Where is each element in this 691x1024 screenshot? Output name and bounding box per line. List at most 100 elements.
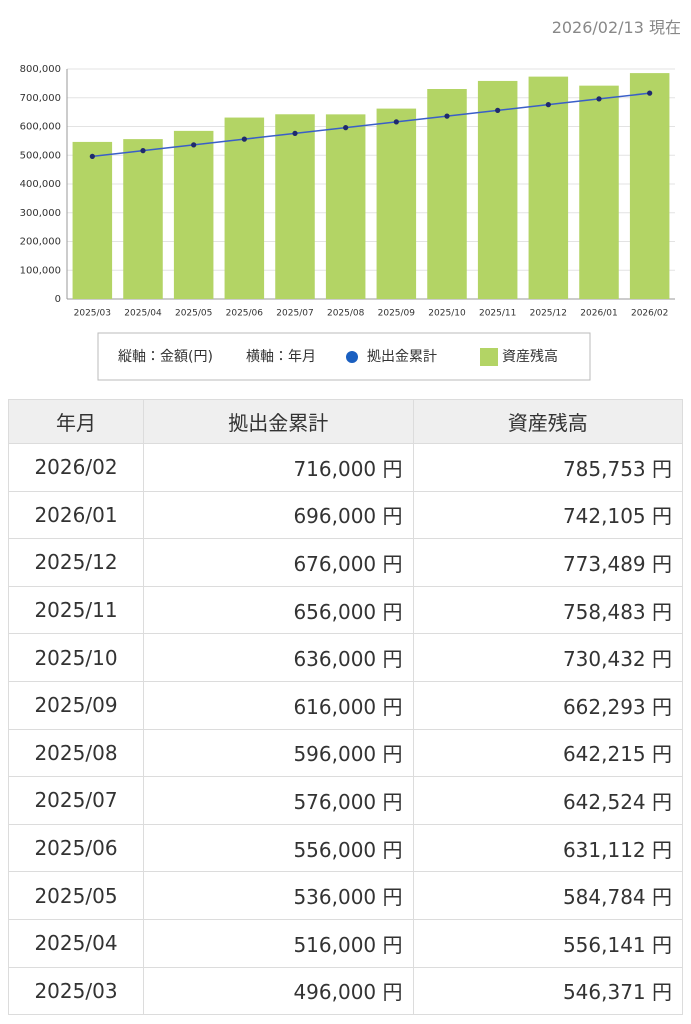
- table-cell: 2025/05: [8, 871, 144, 920]
- as-of-date: 2026/02/13 現在: [551, 18, 681, 37]
- line-point: [596, 96, 602, 102]
- line-point: [191, 142, 197, 148]
- table-cell: 642,524 円: [412, 776, 683, 825]
- table-row: 2026/02 716,000 円 785,753 円: [8, 443, 683, 492]
- table-cell: 2025/07: [8, 776, 144, 825]
- table-cell: 2025/06: [8, 823, 144, 873]
- legend-box: [97, 332, 591, 381]
- y-tick-label: 500,000: [20, 150, 61, 161]
- x-tick-label: 2025/03: [74, 309, 111, 319]
- bar: [325, 114, 366, 299]
- x-tick-label: 2025/07: [276, 309, 313, 319]
- x-tick-label: 2025/11: [479, 309, 516, 319]
- table-row: 2025/12 676,000 円 773,489 円: [8, 538, 683, 587]
- table-cell: 496,000 円: [143, 966, 414, 1016]
- table-cell: 2025/12: [8, 538, 144, 587]
- table-cell: 2026/01: [8, 490, 144, 540]
- y-axis-note: 縦軸：金額(円): [118, 349, 213, 365]
- column-header: 資産残高: [412, 399, 683, 444]
- line-point: [393, 119, 399, 125]
- table-row: 2025/04 516,000 円 556,141 円: [8, 918, 683, 968]
- table-cell: 742,105 円: [412, 490, 683, 540]
- line-point: [140, 148, 146, 154]
- line-point: [495, 107, 501, 113]
- table-cell: 576,000 円: [143, 776, 414, 825]
- y-tick-label: 400,000: [20, 179, 61, 190]
- x-tick-label: 2026/01: [580, 309, 617, 319]
- table-cell: 556,000 円: [143, 823, 414, 873]
- table-cell: 696,000 円: [143, 490, 414, 540]
- table-row: 2025/06 556,000 円 631,112 円: [8, 823, 683, 873]
- table-cell: 676,000 円: [143, 538, 414, 587]
- y-tick-label: 800,000: [20, 64, 61, 75]
- table-body: 2026/02 716,000 円 785,753 円 2026/01 696,000 …: [8, 443, 683, 1016]
- bar: [528, 76, 569, 299]
- table-cell: 631,112 円: [412, 823, 683, 873]
- legend-label: 資産残高: [502, 348, 558, 365]
- table-cell: 516,000 円: [143, 918, 414, 968]
- table-cell: 596,000 円: [143, 728, 414, 778]
- table-cell: 716,000 円: [143, 443, 414, 492]
- table-cell: 556,141 円: [412, 918, 683, 968]
- table-cell: 758,483 円: [412, 585, 683, 635]
- table-row: 2025/11 656,000 円 758,483 円: [8, 585, 683, 635]
- table-row: 2025/10 636,000 円 730,432 円: [8, 633, 683, 682]
- x-tick-label: 2025/08: [327, 309, 365, 319]
- bar: [173, 130, 214, 299]
- y-tick-label: 300,000: [20, 208, 61, 219]
- x-tick-label: 2026/02: [631, 309, 668, 319]
- table-cell: 2025/11: [8, 585, 144, 635]
- table-cell: 662,293 円: [412, 680, 683, 730]
- y-tick-label: 0: [55, 294, 61, 305]
- line-point: [343, 125, 349, 131]
- table-cell: 773,489 円: [412, 538, 683, 587]
- y-tick-label: 600,000: [20, 122, 61, 133]
- table-row: 2025/08 596,000 円 642,215 円: [8, 728, 683, 778]
- table-cell: 2026/02: [8, 443, 144, 492]
- table-cell: 656,000 円: [143, 585, 414, 635]
- chart: 縦軸：金額(円) 横軸：年月 0 100,000 200,000 300,000 400…: [20, 64, 675, 381]
- table-cell: 2025/09: [8, 680, 144, 730]
- table-cell: 730,432 円: [412, 633, 683, 682]
- x-tick-label: 2025/12: [530, 309, 567, 319]
- table-cell: 785,753 円: [412, 443, 683, 492]
- bar: [477, 80, 518, 299]
- column-header: 年月: [8, 399, 144, 444]
- line-point: [292, 130, 298, 136]
- table-cell: 2025/03: [8, 966, 144, 1016]
- bar: [224, 117, 265, 299]
- x-tick-label: 2025/10: [428, 309, 466, 319]
- table-row: 2026/01 696,000 円 742,105 円: [8, 490, 683, 540]
- x-tick-label: 2025/05: [175, 309, 212, 319]
- table-header: 年月 拠出金累計 資産残高: [8, 399, 683, 444]
- line-point: [241, 136, 247, 142]
- x-tick-label: 2025/09: [378, 309, 416, 319]
- table-cell: 546,371 円: [412, 966, 683, 1016]
- table-cell: 2025/04: [8, 918, 144, 968]
- table-cell: 636,000 円: [143, 633, 414, 682]
- line-point: [545, 102, 551, 108]
- bar: [427, 89, 467, 300]
- bar: [275, 114, 315, 299]
- y-tick-label: 700,000: [20, 93, 61, 104]
- x-axis-note: 横軸：年月: [246, 349, 316, 365]
- line: [92, 92, 650, 158]
- line-point: [647, 90, 653, 96]
- table-cell: 2025/10: [8, 633, 144, 682]
- table-row: 2025/03 496,000 円 546,371 円: [8, 966, 683, 1016]
- x-tick-label: 2025/04: [124, 309, 162, 319]
- data-table: 年月 拠出金累計 資産残高 2026/02 716,000 円 785,753 円 2026…: [8, 399, 683, 1016]
- bar: [123, 139, 163, 299]
- table-cell: 584,784 円: [412, 871, 683, 920]
- table-cell: 642,215 円: [412, 728, 683, 778]
- x-tick-label: 2025/06: [226, 309, 264, 319]
- bar: [579, 85, 619, 300]
- line-point: [444, 113, 450, 119]
- legend-marker: [346, 351, 358, 363]
- bar: [376, 108, 417, 299]
- y-tick-label: 100,000: [20, 265, 61, 276]
- table-cell: 2025/08: [8, 728, 144, 778]
